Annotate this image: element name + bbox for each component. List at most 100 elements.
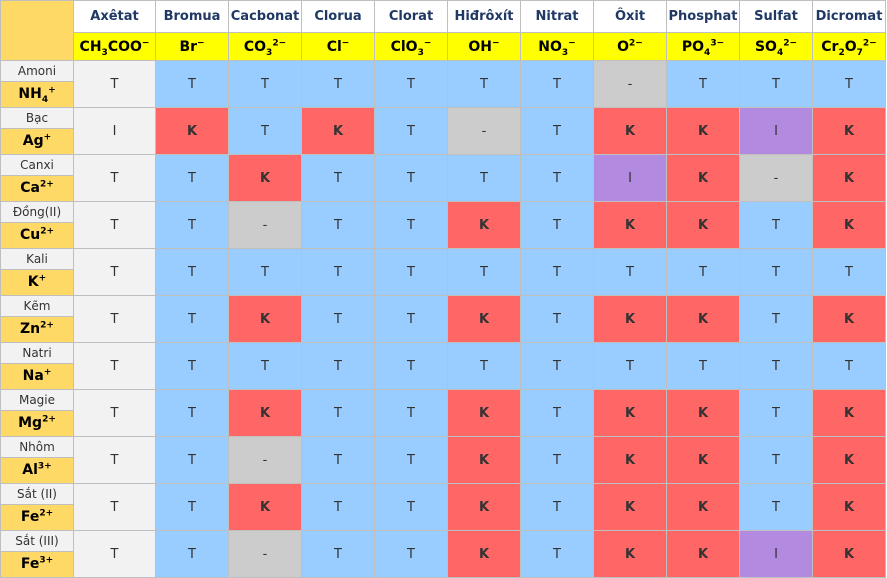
solubility-cell: T xyxy=(374,436,448,484)
row-name: Amoni xyxy=(1,61,73,82)
solubility-cell: K xyxy=(666,295,740,343)
solubility-cell: T xyxy=(73,389,156,437)
solubility-cell: T xyxy=(666,248,740,296)
solubility-cell: T xyxy=(155,295,229,343)
formula-part: + xyxy=(48,85,56,96)
formula-part: Mg xyxy=(18,415,43,431)
column-formula: Cl− xyxy=(301,32,375,61)
data-row: Natri Na+ T T T T T T T T T T T xyxy=(0,342,886,390)
formula-part: 4 xyxy=(41,94,49,105)
solubility-cell: T xyxy=(73,436,156,484)
solubility-cell: K xyxy=(812,436,886,484)
data-row: Sắt (II) Fe2+ T T K T T K T K K T K xyxy=(0,483,886,531)
solubility-cell: T xyxy=(73,295,156,343)
solubility-cell: T xyxy=(155,60,229,108)
solubility-cell: T xyxy=(812,60,886,108)
solubility-cell: K xyxy=(812,483,886,531)
solubility-cell: - xyxy=(228,436,302,484)
solubility-cell: - xyxy=(593,60,667,108)
solubility-cell: T xyxy=(73,483,156,531)
row-name: Canxi xyxy=(1,155,73,176)
formula-part: 2+ xyxy=(42,414,56,425)
row-header: Amoni NH4+ xyxy=(0,60,74,108)
solubility-cell: K xyxy=(155,107,229,155)
solubility-cell: K xyxy=(228,295,302,343)
row-name: Sắt (II) xyxy=(1,484,73,505)
data-row: Bạc Ag+ I K T K T - T K K I K xyxy=(0,107,886,155)
solubility-cell: K xyxy=(666,483,740,531)
formula-part: Ag xyxy=(22,133,44,149)
solubility-cell: K xyxy=(593,436,667,484)
formula-part: Cl xyxy=(326,38,342,55)
row-name: Natri xyxy=(1,343,73,364)
solubility-cell: T xyxy=(812,342,886,390)
column-formula: SO42− xyxy=(739,32,813,61)
column-name: Dicromat xyxy=(812,0,886,33)
row-header: Bạc Ag+ xyxy=(0,107,74,155)
solubility-cell: T xyxy=(739,483,813,531)
column-formula: CO32− xyxy=(228,32,302,61)
solubility-cell: K xyxy=(593,295,667,343)
solubility-cell: T xyxy=(73,201,156,249)
formula-part: 7 xyxy=(856,47,863,58)
formula-part: − xyxy=(197,37,205,48)
row-formula: Ca2+ xyxy=(1,176,73,201)
column-name: Hiđrôxít xyxy=(447,0,521,33)
solubility-cell: K xyxy=(812,295,886,343)
solubility-cell: K xyxy=(666,107,740,155)
solubility-cell: K xyxy=(666,389,740,437)
solubility-cell: T xyxy=(73,154,156,202)
row-name: Kẽm xyxy=(1,296,73,317)
formula-part: SO xyxy=(754,38,777,55)
solubility-cell: T xyxy=(593,248,667,296)
solubility-cell: T xyxy=(739,436,813,484)
solubility-cell: K xyxy=(812,530,886,578)
formula-part: 2+ xyxy=(40,320,54,331)
formula-part: 2+ xyxy=(39,179,54,190)
solubility-cell: K xyxy=(447,201,521,249)
formula-part: CH xyxy=(79,38,102,55)
row-header: Đồng(II) Cu2+ xyxy=(0,201,74,249)
formula-part: NO xyxy=(538,38,562,55)
solubility-cell: T xyxy=(447,248,521,296)
solubility-cell: K xyxy=(593,107,667,155)
column-name: Ôxit xyxy=(593,0,667,33)
formula-part: ClO xyxy=(390,38,418,55)
formula-part: 2− xyxy=(272,37,287,48)
solubility-cell: T xyxy=(520,201,594,249)
solubility-cell: T xyxy=(155,154,229,202)
solubility-cell: K xyxy=(447,483,521,531)
solubility-cell: T xyxy=(520,483,594,531)
row-formula: Al3+ xyxy=(1,458,73,483)
solubility-cell: T xyxy=(739,60,813,108)
row-name: Đồng(II) xyxy=(1,202,73,223)
row-formula: Fe2+ xyxy=(1,505,73,530)
formula-part: − xyxy=(141,37,150,48)
solubility-cell: T xyxy=(155,389,229,437)
solubility-cell: K xyxy=(301,107,375,155)
data-row: Đồng(II) Cu2+ T T - T T K T K K T K xyxy=(0,201,886,249)
formula-part: PO xyxy=(681,38,705,55)
formula-row: CH3COO− Br− CO32− Cl− ClO3− OH− NO3− O2− PO43− SO… xyxy=(1,32,886,61)
solubility-cell: K xyxy=(228,154,302,202)
solubility-cell: K xyxy=(228,483,302,531)
formula-part: 2 xyxy=(838,47,845,58)
formula-part: Ca xyxy=(20,180,40,196)
solubility-cell: T xyxy=(155,248,229,296)
solubility-cell: - xyxy=(739,154,813,202)
solubility-cell: T xyxy=(739,248,813,296)
solubility-cell: T xyxy=(812,248,886,296)
row-header: Magie Mg2+ xyxy=(0,389,74,437)
solubility-cell: - xyxy=(447,107,521,155)
solubility-cell: K xyxy=(228,389,302,437)
formula-part: 3+ xyxy=(39,555,54,566)
formula-part: 3+ xyxy=(37,461,52,472)
formula-part: 4 xyxy=(776,47,784,58)
formula-part: Na xyxy=(22,368,44,384)
row-header: Sắt (III) Fe3+ xyxy=(0,530,74,578)
row-header: Kali K+ xyxy=(0,248,74,296)
solubility-cell: T xyxy=(374,342,448,390)
solubility-cell: K xyxy=(447,530,521,578)
row-formula: NH4+ xyxy=(1,82,73,107)
solubility-cell: T xyxy=(739,295,813,343)
